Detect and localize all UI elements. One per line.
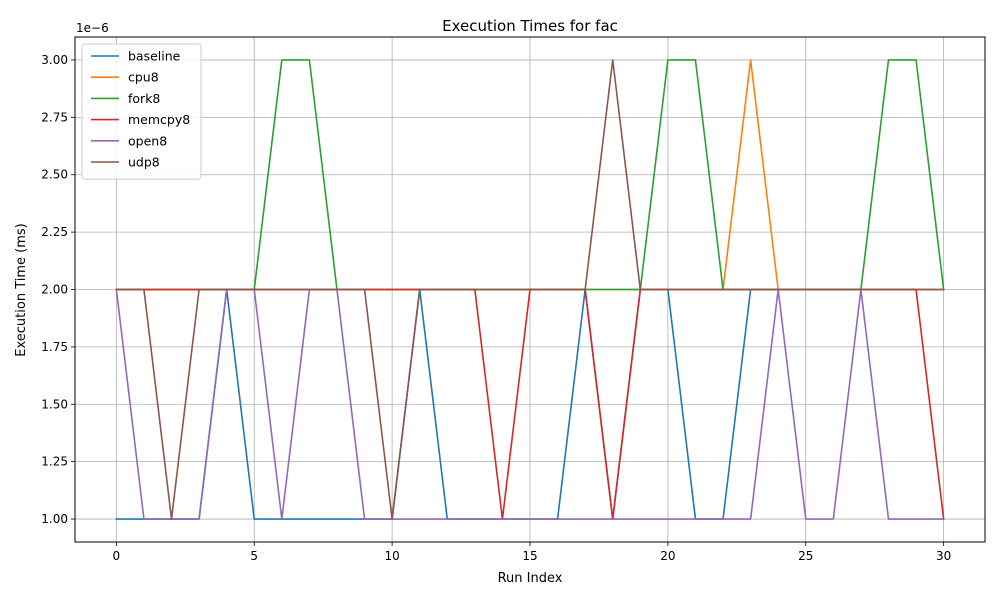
legend-label: open8 [128,133,167,148]
series-layer [115,59,945,520]
y-tick-label: 2.25 [41,225,68,239]
legend-label: cpu8 [128,70,159,85]
x-tick-label: 0 [113,549,121,563]
x-tick-label: 10 [384,549,399,563]
y-tick-label: 1.25 [41,455,68,469]
legend-label: baseline [128,49,181,64]
legend-label: udp8 [128,155,160,170]
y-tick-label: 2.50 [41,168,68,182]
x-tick-label: 15 [522,549,537,563]
x-axis: 0 5 10 15 20 25 30 [113,542,951,563]
grid [75,37,985,542]
y-axis: 1.00 1.25 1.50 1.75 2.00 2.25 2.50 2.75 3.00 [41,53,75,526]
y-tick-label: 3.00 [41,53,68,67]
legend-label: fork8 [128,91,160,106]
legend: baseline cpu8 fork8 memcpy8 open8 udp8 [81,43,202,180]
y-offset-text: 1e−6 [76,21,109,35]
y-tick-label: 1.00 [41,512,68,526]
y-tick-label: 1.50 [41,397,68,411]
x-tick-label: 20 [660,549,675,563]
chart-title: Execution Times for fac [442,17,618,35]
x-tick-label: 5 [250,549,258,563]
x-tick-label: 25 [798,549,813,563]
legend-label: memcpy8 [128,112,190,127]
y-tick-label: 1.75 [41,340,68,354]
y-tick-label: 2.75 [41,110,68,124]
series-line-udp8 [115,59,945,520]
x-tick-label: 30 [936,549,951,563]
y-tick-label: 2.00 [41,283,68,297]
y-axis-label: Execution Time (ms) [14,223,29,356]
x-axis-label: Run Index [498,571,563,586]
